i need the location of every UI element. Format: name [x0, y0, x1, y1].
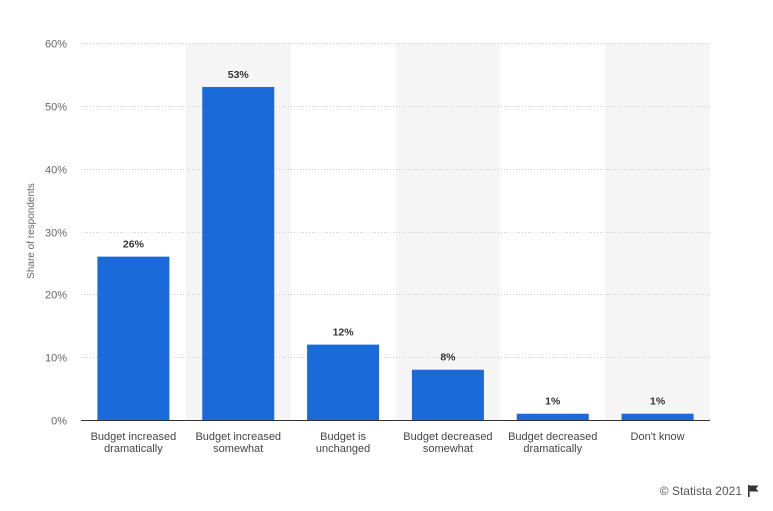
- data-label: 8%: [440, 352, 456, 364]
- data-label: 1%: [545, 396, 561, 408]
- data-label: 53%: [228, 69, 250, 81]
- y-axis-title: Share of respondents: [26, 183, 37, 279]
- data-label: 26%: [123, 239, 145, 251]
- band-5: [605, 43, 710, 420]
- bar[interactable]: [411, 369, 484, 420]
- bar[interactable]: [621, 413, 694, 420]
- x-tick-label: Budget decreased somewhat: [403, 431, 492, 455]
- category-labels: Budget increased dramatically Budget incre…: [91, 431, 685, 455]
- data-label: 12%: [333, 327, 355, 339]
- y-tick-label: 30%: [45, 228, 67, 240]
- flag-icon[interactable]: [748, 485, 759, 497]
- bar[interactable]: [516, 413, 589, 420]
- y-tick-label: 10%: [45, 353, 67, 365]
- y-axis-ticks: 0% 10% 20% 30% 40% 50% 60%: [45, 39, 67, 428]
- y-tick-label: 20%: [45, 290, 67, 302]
- x-tick-label: Budget increased somewhat: [195, 431, 281, 455]
- credit-text: © Statista 2021: [659, 484, 742, 498]
- data-label: 1%: [650, 396, 666, 408]
- bar[interactable]: [307, 344, 380, 420]
- y-tick-label: 50%: [45, 102, 67, 114]
- y-tick-label: 60%: [45, 39, 67, 51]
- y-tick-label: 0%: [51, 416, 67, 428]
- bar[interactable]: [202, 86, 275, 420]
- x-tick-label: Budget increased dramatically: [91, 431, 177, 455]
- x-tick-label: Budget decreased dramatically: [508, 431, 597, 455]
- x-tick-label: Don't know: [631, 431, 685, 443]
- bar[interactable]: [97, 256, 170, 420]
- y-tick-label: 40%: [45, 165, 67, 177]
- statista-credit[interactable]: © Statista 2021: [660, 484, 759, 498]
- bars: [97, 86, 694, 420]
- data-labels: 26% 53% 12% 8% 1% 1%: [123, 69, 666, 408]
- x-tick-label: Budget is unchanged: [316, 431, 370, 455]
